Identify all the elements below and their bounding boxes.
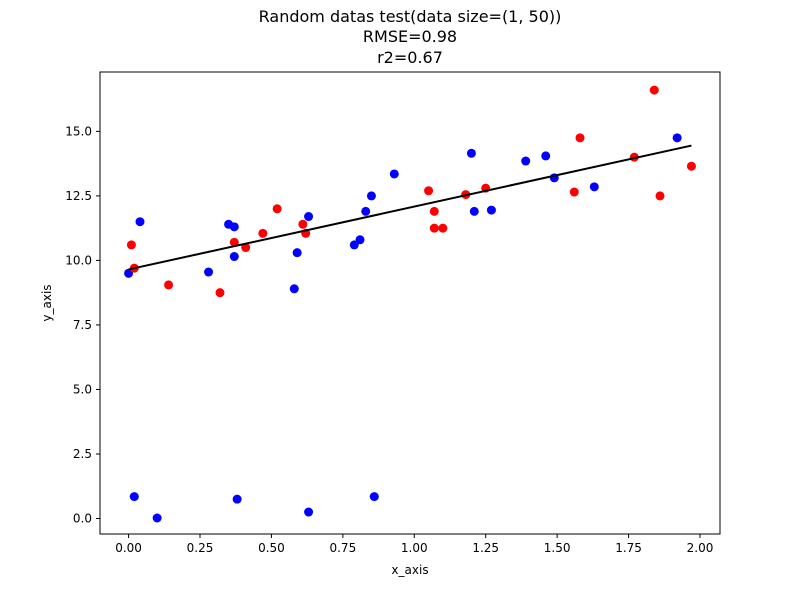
- data-point: [424, 186, 434, 196]
- x-tick-label: 1.00: [401, 541, 428, 555]
- data-point: [486, 205, 496, 215]
- data-point: [272, 204, 282, 214]
- x-tick-label: 0.50: [258, 541, 285, 555]
- data-point: [575, 133, 585, 143]
- data-point: [438, 223, 448, 233]
- data-point: [389, 169, 399, 179]
- data-points: [124, 85, 696, 523]
- data-point: [655, 191, 665, 201]
- data-point: [429, 206, 439, 216]
- x-tick-label: 0.25: [187, 541, 214, 555]
- x-tick-label: 2.00: [687, 541, 714, 555]
- data-point: [124, 268, 134, 278]
- data-point: [649, 85, 659, 95]
- data-point: [429, 223, 439, 233]
- x-tick-label: 0.00: [115, 541, 142, 555]
- data-point: [304, 507, 314, 517]
- x-tick-label: 1.50: [544, 541, 571, 555]
- data-point: [292, 248, 302, 258]
- data-point: [349, 240, 359, 250]
- y-tick-label: 7.5: [73, 318, 92, 332]
- plot-frame: [99, 71, 721, 535]
- y-tick-label: 10.0: [65, 253, 92, 267]
- y-tick-label: 2.5: [73, 447, 92, 461]
- data-point: [229, 237, 239, 247]
- y-tick-label: 12.5: [65, 189, 92, 203]
- data-point: [232, 494, 242, 504]
- data-point: [129, 492, 139, 502]
- data-point: [686, 161, 696, 171]
- x-tick-label: 1.25: [472, 541, 499, 555]
- data-point: [241, 243, 251, 253]
- data-point: [366, 191, 376, 201]
- data-point: [135, 217, 145, 227]
- data-point: [258, 228, 268, 238]
- chart-title-line-2: RMSE=0.98: [363, 27, 457, 46]
- x-axis-label: x_axis: [391, 563, 428, 577]
- data-point: [164, 280, 174, 290]
- data-point: [521, 156, 531, 166]
- y-axis-label: y_axis: [40, 284, 54, 321]
- y-axis-ticks: 0.0 2.5 5.0 7.5 10.0 12.5 15.0: [65, 124, 100, 526]
- y-tick-label: 0.0: [73, 512, 92, 526]
- data-point: [152, 513, 162, 523]
- data-point: [672, 133, 682, 143]
- data-point: [469, 206, 479, 216]
- y-tick-label: 15.0: [65, 124, 92, 138]
- data-point: [361, 206, 371, 216]
- y-tick-label: 5.0: [73, 382, 92, 396]
- chart-title-line-1: Random datas test(data size=(1, 50)): [259, 7, 562, 26]
- regression-line: [128, 144, 692, 271]
- data-point: [126, 240, 136, 250]
- regression-line-group: [128, 144, 692, 271]
- data-point: [541, 151, 551, 161]
- x-tick-label: 0.75: [329, 541, 356, 555]
- chart-title-line-3: r2=0.67: [377, 48, 443, 67]
- data-point: [298, 219, 308, 229]
- data-point: [355, 235, 365, 245]
- data-point: [215, 288, 225, 298]
- x-axis-ticks: 0.00 0.25 0.50 0.75 1.00 1.25 1.50 1.75 2.00: [115, 534, 713, 555]
- data-point: [229, 252, 239, 262]
- data-point: [569, 187, 579, 197]
- data-point: [204, 267, 214, 277]
- data-point: [466, 148, 476, 158]
- data-point: [289, 284, 299, 294]
- data-point: [369, 492, 379, 502]
- data-point: [304, 212, 314, 222]
- data-point: [589, 182, 599, 192]
- data-point: [229, 222, 239, 232]
- x-tick-label: 1.75: [615, 541, 642, 555]
